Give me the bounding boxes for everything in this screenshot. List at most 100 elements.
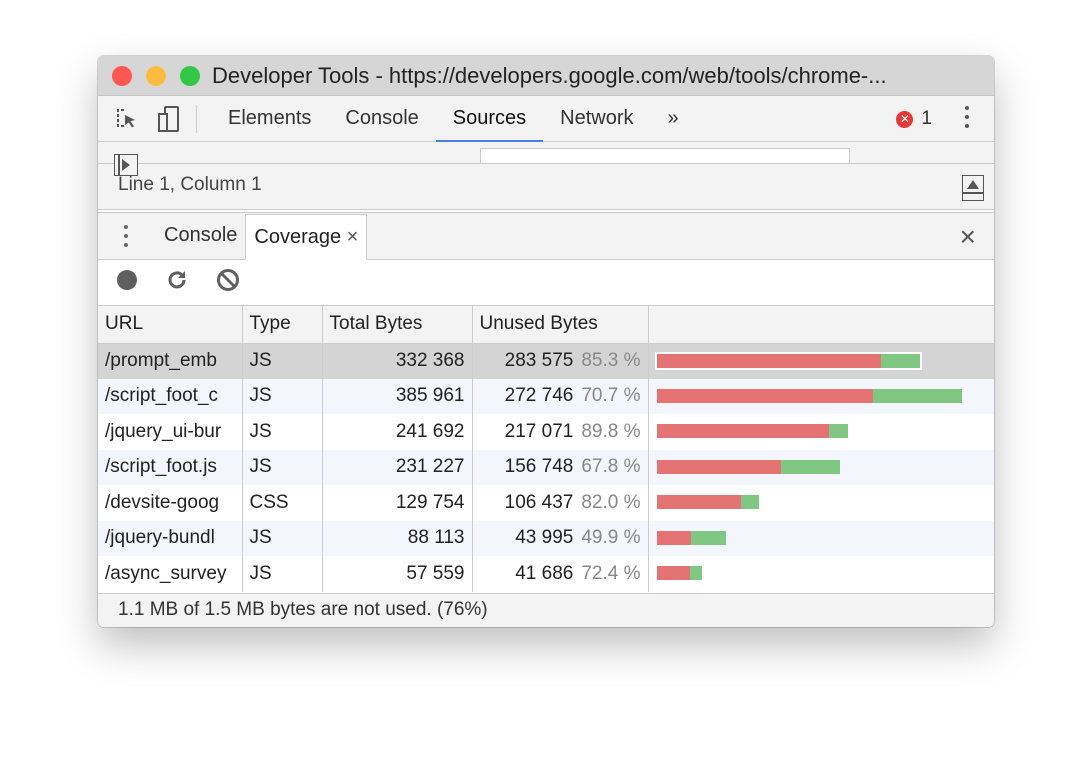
inspect-element-icon[interactable] xyxy=(114,106,140,132)
total-bytes-cell: 57 559 xyxy=(322,556,473,592)
total-bytes-cell: 88 113 xyxy=(322,520,473,556)
used-bar-segment xyxy=(691,530,727,545)
usage-bar-cell xyxy=(648,485,994,521)
type-cell: JS xyxy=(242,378,323,414)
close-window-button[interactable] xyxy=(112,65,132,86)
unused-bytes-value: 217 071 xyxy=(504,420,574,442)
unused-percent: 67.8 % xyxy=(581,456,641,478)
url-cell: /devsite-goog xyxy=(98,485,243,521)
unused-percent: 72.4 % xyxy=(581,562,641,584)
coverage-toolbar xyxy=(98,260,994,306)
url-cell: /jquery-bundl xyxy=(98,520,243,556)
usage-bar-cell xyxy=(648,520,994,556)
unused-bar-segment xyxy=(656,353,882,368)
column-type[interactable]: Type xyxy=(242,306,323,344)
unused-bytes-value: 283 575 xyxy=(504,350,574,371)
table-row[interactable]: /jquery_ui-bur JS 241 692 217 071 89.8 % xyxy=(98,414,994,450)
drawer-menu-icon[interactable] xyxy=(124,225,128,247)
close-tab-icon[interactable]: × xyxy=(346,226,359,248)
unused-bar-segment xyxy=(656,424,829,438)
column-url[interactable]: URL xyxy=(98,306,243,344)
error-counter[interactable]: ✕ 1 xyxy=(896,108,932,130)
sources-status-bar: Line 1, Column 1 xyxy=(98,154,994,210)
usage-bar xyxy=(656,530,727,545)
unused-bytes-cell: 41 686 72.4 % xyxy=(472,556,649,592)
type-cell: JS xyxy=(242,414,323,450)
drawer-tab-coverage-label: Coverage xyxy=(254,226,342,248)
url-cell: /async_survey xyxy=(98,556,243,592)
usage-bar xyxy=(656,424,849,438)
unused-bar-segment xyxy=(656,530,692,545)
tab-network[interactable]: Network xyxy=(560,106,634,129)
unused-bar-segment xyxy=(656,388,873,403)
total-bytes-cell: 129 754 xyxy=(322,485,473,521)
tab-elements[interactable]: Elements xyxy=(228,106,312,129)
toolbar-divider xyxy=(196,104,197,133)
tab-sources[interactable]: Sources xyxy=(435,96,544,143)
close-drawer-icon[interactable]: × xyxy=(959,221,976,252)
toggle-debugger-icon[interactable] xyxy=(962,175,984,201)
total-bytes-cell: 385 961 xyxy=(322,378,473,414)
usage-bar-cell xyxy=(648,378,994,414)
table-row[interactable]: /script_foot.js JS 231 227 156 748 67.8 % xyxy=(98,449,994,485)
table-row[interactable]: /prompt_emb JS 332 368 283 575 85.3 % xyxy=(98,343,994,379)
type-cell: JS xyxy=(242,556,323,592)
type-cell: JS xyxy=(242,343,323,379)
url-cell: /jquery_ui-bur xyxy=(98,414,243,450)
used-bar-segment xyxy=(872,388,963,403)
unused-percent: 85.3 % xyxy=(581,350,641,371)
total-bytes-cell: 332 368 xyxy=(322,343,473,379)
column-total-bytes[interactable]: Total Bytes xyxy=(322,306,473,344)
toggle-navigator-icon[interactable] xyxy=(114,154,138,176)
unused-bytes-cell: 283 575 85.3 % xyxy=(472,343,649,379)
clear-icon[interactable] xyxy=(216,268,240,297)
url-cell: /script_foot_c xyxy=(98,378,243,414)
drawer-tab-console[interactable]: Console xyxy=(164,224,238,246)
unused-bytes-value: 156 748 xyxy=(504,456,574,478)
unused-bytes-cell: 106 437 82.0 % xyxy=(472,485,649,521)
column-usage-bar[interactable] xyxy=(648,306,994,344)
unused-bytes-cell: 217 071 89.8 % xyxy=(472,414,649,450)
table-row[interactable]: /async_survey JS 57 559 41 686 72.4 % xyxy=(98,556,994,592)
used-bar-segment xyxy=(881,353,920,368)
error-count: 1 xyxy=(921,108,932,129)
unused-bytes-value: 41 686 xyxy=(515,562,574,584)
total-bytes-cell: 231 227 xyxy=(322,449,473,485)
device-toolbar-icon[interactable] xyxy=(156,105,182,132)
main-toolbar: Elements Console Sources Network » ✕ 1 xyxy=(98,96,994,143)
unused-percent: 82.0 % xyxy=(581,491,641,513)
table-row[interactable]: /script_foot_c JS 385 961 272 746 70.7 % xyxy=(98,378,994,414)
usage-bar-cell xyxy=(648,343,994,379)
type-cell: CSS xyxy=(242,485,323,521)
url-cell: /prompt_emb xyxy=(98,343,243,379)
type-cell: JS xyxy=(242,449,323,485)
unused-bytes-value: 106 437 xyxy=(504,491,574,513)
unused-bytes-cell: 272 746 70.7 % xyxy=(472,378,649,414)
unused-bar-segment xyxy=(656,566,690,580)
zoom-window-button[interactable] xyxy=(180,65,200,86)
usage-bar xyxy=(656,566,703,580)
unused-bytes-value: 43 995 xyxy=(515,527,574,549)
tab-console[interactable]: Console xyxy=(345,106,419,129)
editor-tab[interactable] xyxy=(480,148,850,163)
record-icon[interactable] xyxy=(116,269,138,296)
drawer-tab-coverage[interactable]: Coverage × xyxy=(245,214,368,260)
more-options-icon[interactable] xyxy=(962,106,972,128)
minimize-window-button[interactable] xyxy=(146,65,166,86)
table-row[interactable]: /devsite-goog CSS 129 754 106 437 82.0 % xyxy=(98,485,994,521)
coverage-summary: 1.1 MB of 1.5 MB bytes are not used. (76… xyxy=(98,593,994,627)
usage-bar-cell xyxy=(648,449,994,485)
unused-percent: 70.7 % xyxy=(581,385,641,407)
coverage-table: URL Type Total Bytes Unused Bytes /promp… xyxy=(98,306,994,592)
more-tabs-button[interactable]: » xyxy=(667,106,679,129)
unused-bar-segment xyxy=(656,495,741,509)
used-bar-segment xyxy=(689,566,703,580)
column-unused-bytes[interactable]: Unused Bytes xyxy=(472,306,649,344)
table-row[interactable]: /jquery-bundl JS 88 113 43 995 49.9 % xyxy=(98,520,994,556)
window-title: Developer Tools - https://developers.goo… xyxy=(212,62,887,88)
usage-bar-cell xyxy=(648,414,994,450)
reload-icon[interactable] xyxy=(166,269,188,296)
total-bytes-cell: 241 692 xyxy=(322,414,473,450)
unused-percent: 49.9 % xyxy=(581,527,641,549)
usage-bar xyxy=(654,351,922,370)
